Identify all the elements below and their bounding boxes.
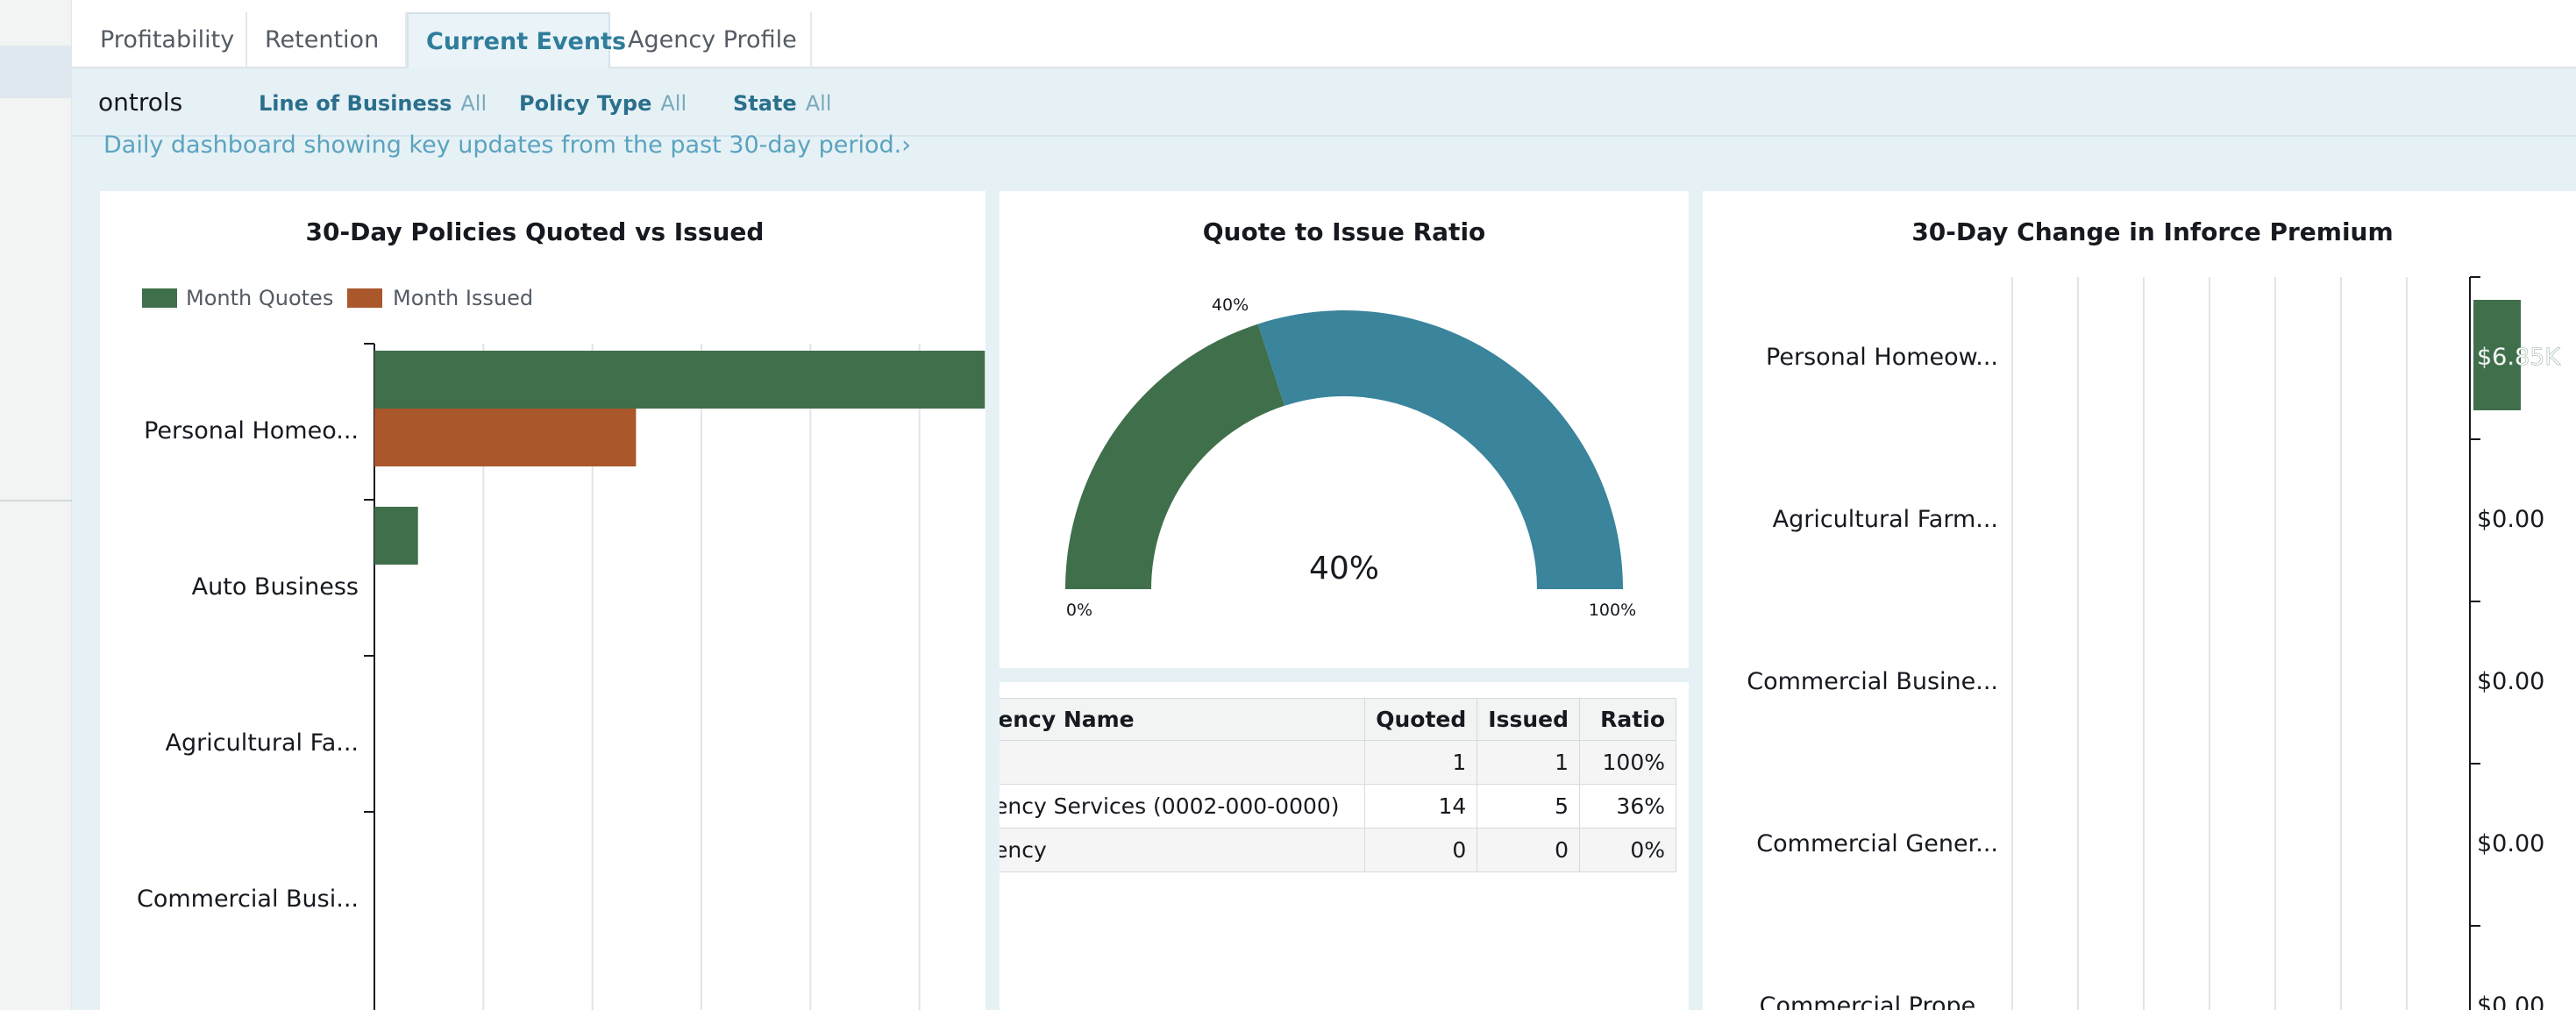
legend-swatch-issued (347, 288, 382, 308)
data-label: $6.85K (2477, 344, 2561, 371)
side-nav-divider (0, 500, 72, 501)
cell-ratio: 0% (1579, 828, 1676, 872)
cell-quoted: 1 (1364, 740, 1478, 785)
table-row[interactable]: Agency 0 0 0% (1000, 828, 1676, 872)
legend-swatch-quotes (142, 288, 177, 308)
table-row[interactable]: 1 1 100% (1000, 740, 1676, 785)
category-label: Commercial Prope... (1760, 992, 1998, 1010)
tab-retention[interactable]: Retention (247, 12, 407, 68)
quote-to-issue-gauge[interactable]: 40% 40% 0% 100% (1000, 281, 1689, 631)
data-label: $0.00 (2477, 992, 2544, 1010)
cell-agency-name: Agency (1000, 828, 1366, 872)
cell-agency-name (1000, 740, 1366, 785)
category-label: Agricultural Fa... (166, 729, 359, 757)
bar-issued (374, 409, 637, 466)
side-navigation (0, 0, 72, 1010)
side-nav-selected-item[interactable] (0, 46, 72, 98)
chart-title: Quote to Issue Ratio (1202, 217, 1486, 246)
cell-issued: 0 (1477, 828, 1580, 872)
cell-agency-name: Agency Services (0002-000-0000) (1000, 784, 1366, 829)
policies-bar-chart[interactable]: Personal Homeo... Auto Business Agricultur… (100, 333, 986, 1010)
tab-current-events[interactable]: Current Events (407, 12, 626, 68)
filter-key: State (733, 91, 797, 116)
column-header-agency-name[interactable]: Agency Name (1000, 698, 1366, 741)
controls-label[interactable]: ontrols (98, 88, 183, 117)
legend-month-issued[interactable]: Month Issued (393, 286, 534, 310)
category-label: Personal Homeo... (144, 417, 359, 445)
tab-profitability[interactable]: Profitability (72, 12, 247, 68)
cell-ratio: 36% (1579, 784, 1676, 829)
category-label: Commercial Busi... (137, 886, 359, 913)
sheet-description: Daily dashboard showing key updates from… (103, 132, 912, 159)
category-label: Auto Business (192, 573, 359, 601)
cell-issued: 5 (1477, 784, 1580, 829)
filter-value: All (805, 91, 832, 116)
column-header-ratio[interactable]: Ratio (1579, 698, 1676, 741)
table-header-row: Agency Name Quoted Issued Ratio (1000, 698, 1676, 741)
filter-value: All (460, 91, 487, 116)
data-label: $0.00 (2477, 830, 2544, 857)
table-row[interactable]: Agency Services (0002-000-0000) 14 5 36% (1000, 784, 1676, 829)
tab-agency-profile[interactable]: Agency Profile (610, 12, 812, 68)
filter-key: Line of Business (259, 91, 452, 116)
cell-quoted: 14 (1364, 784, 1478, 829)
gauge-value-arc (1065, 324, 1285, 589)
data-label: $0.00 (2477, 668, 2544, 695)
gauge-remaining-arc (1257, 310, 1623, 589)
gauge-value-label: 40% (1212, 295, 1249, 315)
filter-line-of-business[interactable]: Line of Business All (259, 91, 487, 116)
filter-policy-type[interactable]: Policy Type All (519, 91, 687, 116)
cell-ratio: 100% (1579, 740, 1676, 785)
category-label: Commercial Gener... (1756, 830, 1998, 857)
data-label: $0.00 (2477, 506, 2544, 533)
chart-title: 30-Day Change in Inforce Premium (1911, 217, 2394, 246)
visual-policies-quoted-vs-issued[interactable] (100, 191, 986, 1010)
category-label: Agricultural Farm... (1773, 506, 1998, 533)
bar-quotes (374, 507, 418, 565)
inforce-premium-bar-chart[interactable]: Personal Homeow... $6.85K Agricultural Far… (1703, 263, 2576, 1010)
category-label: Personal Homeow... (1766, 344, 1998, 371)
category-label: Commercial Busine... (1747, 668, 1998, 695)
agency-table[interactable]: Agency Name Quoted Issued Ratio 1 1 100%… (1000, 698, 1676, 872)
chart-title: 30-Day Policies Quoted vs Issued (305, 217, 765, 246)
gauge-max-label: 100% (1589, 601, 1636, 620)
gauge-min-label: 0% (1066, 601, 1092, 620)
column-header-quoted[interactable]: Quoted (1364, 698, 1478, 741)
sheet-tabs: Profitability Retention Current Events A… (72, 0, 2576, 68)
agency-table-viewport: Agency Name Quoted Issued Ratio 1 1 100%… (1000, 698, 1676, 873)
cell-issued: 1 (1477, 740, 1580, 785)
controls-divider (72, 135, 2576, 137)
premium-bar (2473, 300, 2521, 410)
bar-quotes (374, 351, 986, 409)
visual-inforce-premium-change[interactable] (1703, 191, 2576, 1010)
cell-quoted: 0 (1364, 828, 1478, 872)
filter-state[interactable]: State All (733, 91, 831, 116)
column-header-issued[interactable]: Issued (1477, 698, 1580, 741)
legend-month-quotes[interactable]: Month Quotes (186, 286, 334, 310)
filter-value: All (660, 91, 687, 116)
gauge-center-label: 40% (1309, 551, 1379, 587)
filter-key: Policy Type (519, 91, 652, 116)
